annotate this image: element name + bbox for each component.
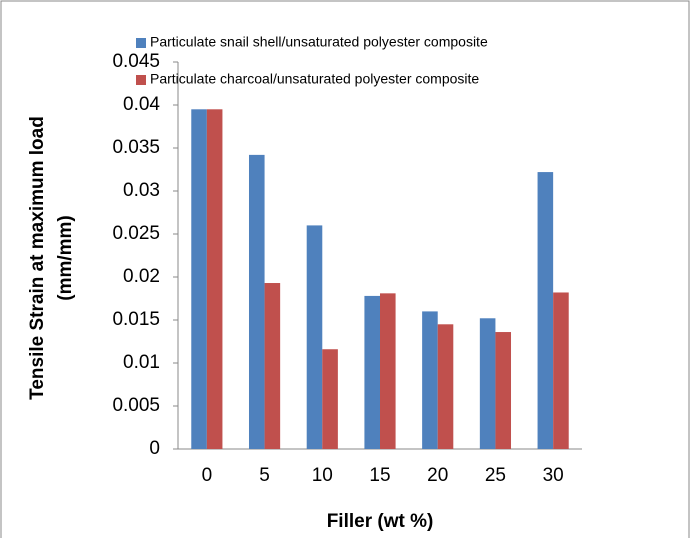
bar xyxy=(264,283,281,449)
x-tick-label: 30 xyxy=(543,465,564,486)
y-tick-label: 0.005 xyxy=(112,395,160,416)
bar xyxy=(380,293,396,449)
bar xyxy=(248,154,265,449)
y-tick-label: 0.02 xyxy=(123,266,160,287)
y-tick-label: 0.01 xyxy=(123,352,160,373)
bar xyxy=(191,109,207,450)
bar xyxy=(206,109,223,450)
y-tick-label: 0.04 xyxy=(123,94,160,115)
y-tick-label: 0 xyxy=(149,438,160,459)
legend-swatch xyxy=(136,75,146,85)
bar xyxy=(422,311,438,449)
y-axis-label: (mm/mm) xyxy=(55,215,76,301)
y-tick-label: 0.015 xyxy=(112,309,160,330)
y-tick-label: 0.045 xyxy=(112,51,160,72)
bar xyxy=(322,349,338,449)
y-tick-label: 0.035 xyxy=(112,137,160,158)
x-tick-label: 0 xyxy=(202,465,213,486)
bar xyxy=(306,225,323,449)
y-tick-label: 0.03 xyxy=(123,180,160,201)
bar xyxy=(437,324,454,449)
y-tick-label: 0.025 xyxy=(112,223,160,244)
bar xyxy=(537,172,554,449)
bar xyxy=(364,295,380,449)
x-tick-label: 25 xyxy=(485,465,506,486)
legend-swatch xyxy=(136,38,146,48)
bar xyxy=(479,318,496,449)
bar xyxy=(553,292,569,449)
legend-label: Particulate charcoal/unsaturated polyest… xyxy=(150,71,479,87)
x-tick-label: 10 xyxy=(312,465,333,486)
x-tick-label: 20 xyxy=(427,465,448,486)
x-tick-label: 15 xyxy=(369,465,390,486)
bar xyxy=(495,332,512,449)
y-axis-label: Tensile Strain at maximum load xyxy=(27,116,48,400)
x-axis-label: Filler (wt %) xyxy=(327,511,434,532)
x-tick-label: 5 xyxy=(259,465,270,486)
legend-label: Particulate snail shell/unsaturated poly… xyxy=(150,34,488,50)
